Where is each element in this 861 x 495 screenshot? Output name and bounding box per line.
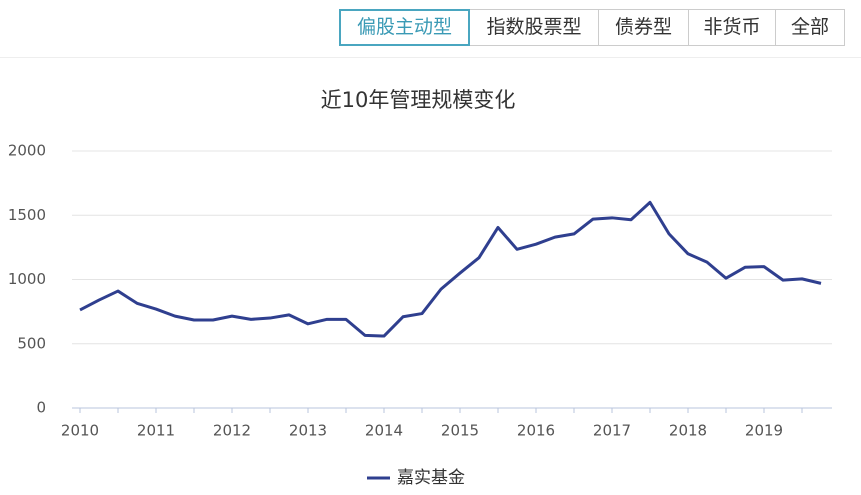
y-tick-label: 2000 [8, 142, 46, 160]
tab[interactable]: 债券型 [598, 9, 689, 46]
tab[interactable]: 非货币 [688, 9, 776, 46]
tab[interactable]: 全部 [775, 9, 845, 46]
x-tick-label: 2013 [289, 422, 327, 440]
line [79, 200, 822, 338]
tab-bar: 偏股主动型 指数股票型 债券型 非货币 全部 [339, 9, 845, 46]
x-tick-label: 2016 [517, 422, 555, 440]
x-tick-label: 2011 [137, 422, 175, 440]
y-tick-label: 1000 [8, 270, 46, 288]
y-tick-label: 1500 [8, 206, 46, 224]
x-tick-label: 2012 [213, 422, 251, 440]
x-tick-label: 2014 [365, 422, 403, 440]
y-tick-label: 500 [17, 334, 46, 352]
tab[interactable]: 偏股主动型 [339, 9, 470, 46]
legend-label: 嘉实基金 [397, 468, 465, 488]
chart-title: 近10年管理规模变化 [321, 88, 516, 112]
x-tick-label: 2010 [61, 422, 99, 440]
y-tick-label: 0 [36, 399, 46, 417]
x-tick-label: 2018 [669, 422, 707, 440]
x-tick-label: 2015 [441, 422, 479, 440]
separator [0, 57, 861, 58]
x-tick-label: 2019 [745, 422, 783, 440]
x-tick-label: 2017 [593, 422, 631, 440]
